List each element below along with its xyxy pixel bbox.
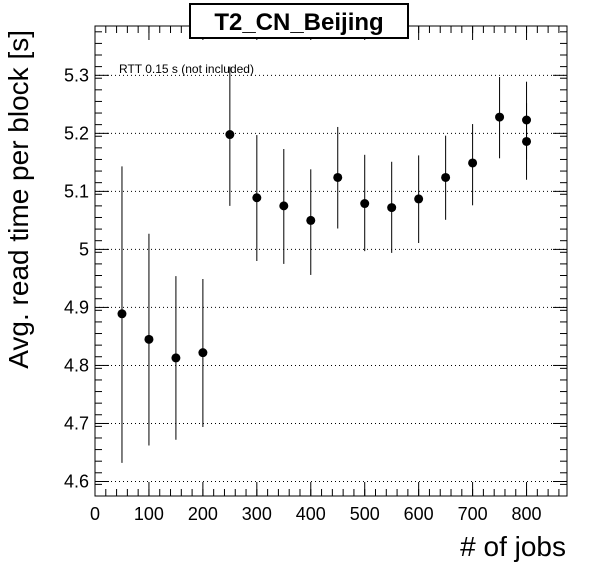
y-tick-label: 4.6: [64, 471, 89, 491]
x-tick-label: 300: [242, 504, 272, 524]
annotation-text: RTT 0.15 s (not included): [119, 62, 254, 76]
x-tick-label: 700: [458, 504, 488, 524]
plot-frame: [94, 25, 568, 497]
x-tick-labels: 0 100 200 300 400 500 600 700 800: [90, 504, 542, 524]
y-tick-label: 5: [79, 239, 89, 259]
data-point: [306, 215, 316, 225]
data-point: [522, 136, 532, 146]
y-tick-label: 4.8: [64, 355, 89, 375]
x-tick-label: 500: [350, 504, 380, 524]
y-tick-labels: 4.6 4.7 4.8 4.9 5 5.1 5.2 5.3: [64, 65, 89, 491]
y-tick-label: 4.7: [64, 413, 89, 433]
data-point: [171, 353, 181, 363]
data-point: [387, 203, 397, 213]
data-point: [333, 172, 343, 182]
x-tick-label: 800: [512, 504, 542, 524]
title-box: [189, 3, 409, 39]
data-point: [279, 201, 289, 211]
x-tick-label: 200: [188, 504, 218, 524]
data-point: [360, 199, 370, 209]
data-point: [414, 194, 424, 204]
data-series: [117, 66, 532, 463]
data-point: [117, 309, 127, 319]
x-tick-label: 400: [296, 504, 326, 524]
chart-title: T2_CN_Beijing: [214, 9, 383, 36]
data-point: [495, 112, 505, 122]
data-point: [441, 172, 451, 182]
data-point: [198, 348, 208, 358]
y-tick-label: 4.9: [64, 297, 89, 317]
data-point: [225, 130, 235, 140]
y-axis-label: Avg. read time per block [s]: [3, 30, 34, 369]
x-axis-label: # of jobs: [460, 531, 566, 562]
x-tick-label: 600: [404, 504, 434, 524]
y-tick-label: 5.3: [64, 65, 89, 85]
x-tick-label: 0: [90, 504, 100, 524]
data-point: [144, 334, 154, 344]
data-point: [468, 158, 478, 168]
y-tick-label: 5.2: [64, 123, 89, 143]
data-point: [252, 193, 262, 203]
grid-lines: [95, 74, 567, 482]
x-tick-label: 100: [134, 504, 164, 524]
axis-ticks: [94, 26, 567, 497]
y-tick-label: 5.1: [64, 181, 89, 201]
